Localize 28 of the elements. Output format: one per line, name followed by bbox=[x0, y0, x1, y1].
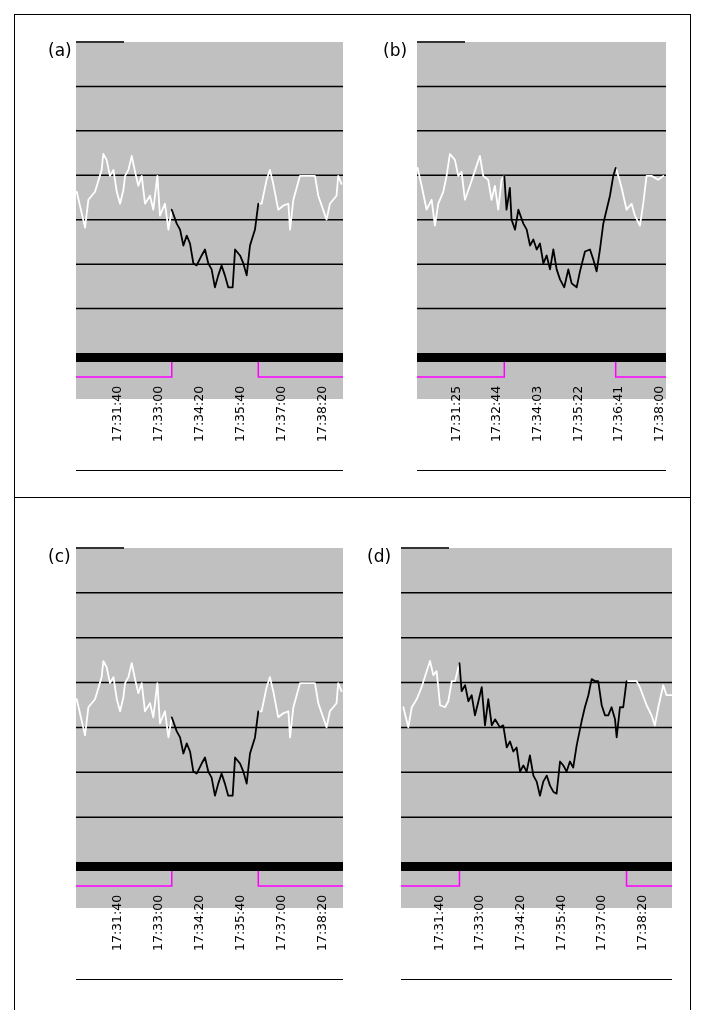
x-tick-label: 17:31:40 bbox=[108, 894, 124, 951]
x-tick-label: 17:37:00 bbox=[272, 385, 288, 442]
x-tick-label: 17:32:44 bbox=[488, 385, 504, 442]
x-tick-label: 17:34:03 bbox=[529, 385, 545, 442]
x-tick-label: 17:35:22 bbox=[569, 385, 585, 442]
x-tick-label: 17:38:00 bbox=[650, 385, 666, 442]
x-tick-label: 17:37:00 bbox=[593, 894, 609, 951]
x-tick-label: 17:35:40 bbox=[231, 894, 247, 951]
x-tick-label: 17:33:00 bbox=[149, 894, 165, 951]
x-tick-label: 17:33:00 bbox=[149, 385, 165, 442]
chart-title: (d) bbox=[367, 546, 392, 566]
x-tick-label: 17:34:20 bbox=[190, 385, 206, 442]
x-tick-label: 17:36:41 bbox=[610, 385, 626, 442]
x-tick-label: 17:38:20 bbox=[633, 894, 649, 951]
x-tick-label: 17:33:00 bbox=[471, 894, 487, 951]
x-tick-label: 17:34:20 bbox=[512, 894, 528, 951]
x-tick-label: 17:38:20 bbox=[313, 894, 329, 951]
x-tick-label: 17:31:40 bbox=[108, 385, 124, 442]
x-tick-label: 17:35:40 bbox=[552, 894, 568, 951]
chart-title: (b) bbox=[383, 40, 408, 60]
x-tick-label: 17:38:20 bbox=[313, 385, 329, 442]
x-tick-label: 17:31:40 bbox=[430, 894, 446, 951]
x-tick-label: 17:37:00 bbox=[272, 894, 288, 951]
x-tick-label: 17:35:40 bbox=[231, 385, 247, 442]
x-tick-label: 17:31:25 bbox=[447, 385, 463, 442]
chart-title: (c) bbox=[48, 546, 71, 566]
x-tick-label: 17:34:20 bbox=[190, 894, 206, 951]
chart-title: (a) bbox=[48, 40, 72, 60]
